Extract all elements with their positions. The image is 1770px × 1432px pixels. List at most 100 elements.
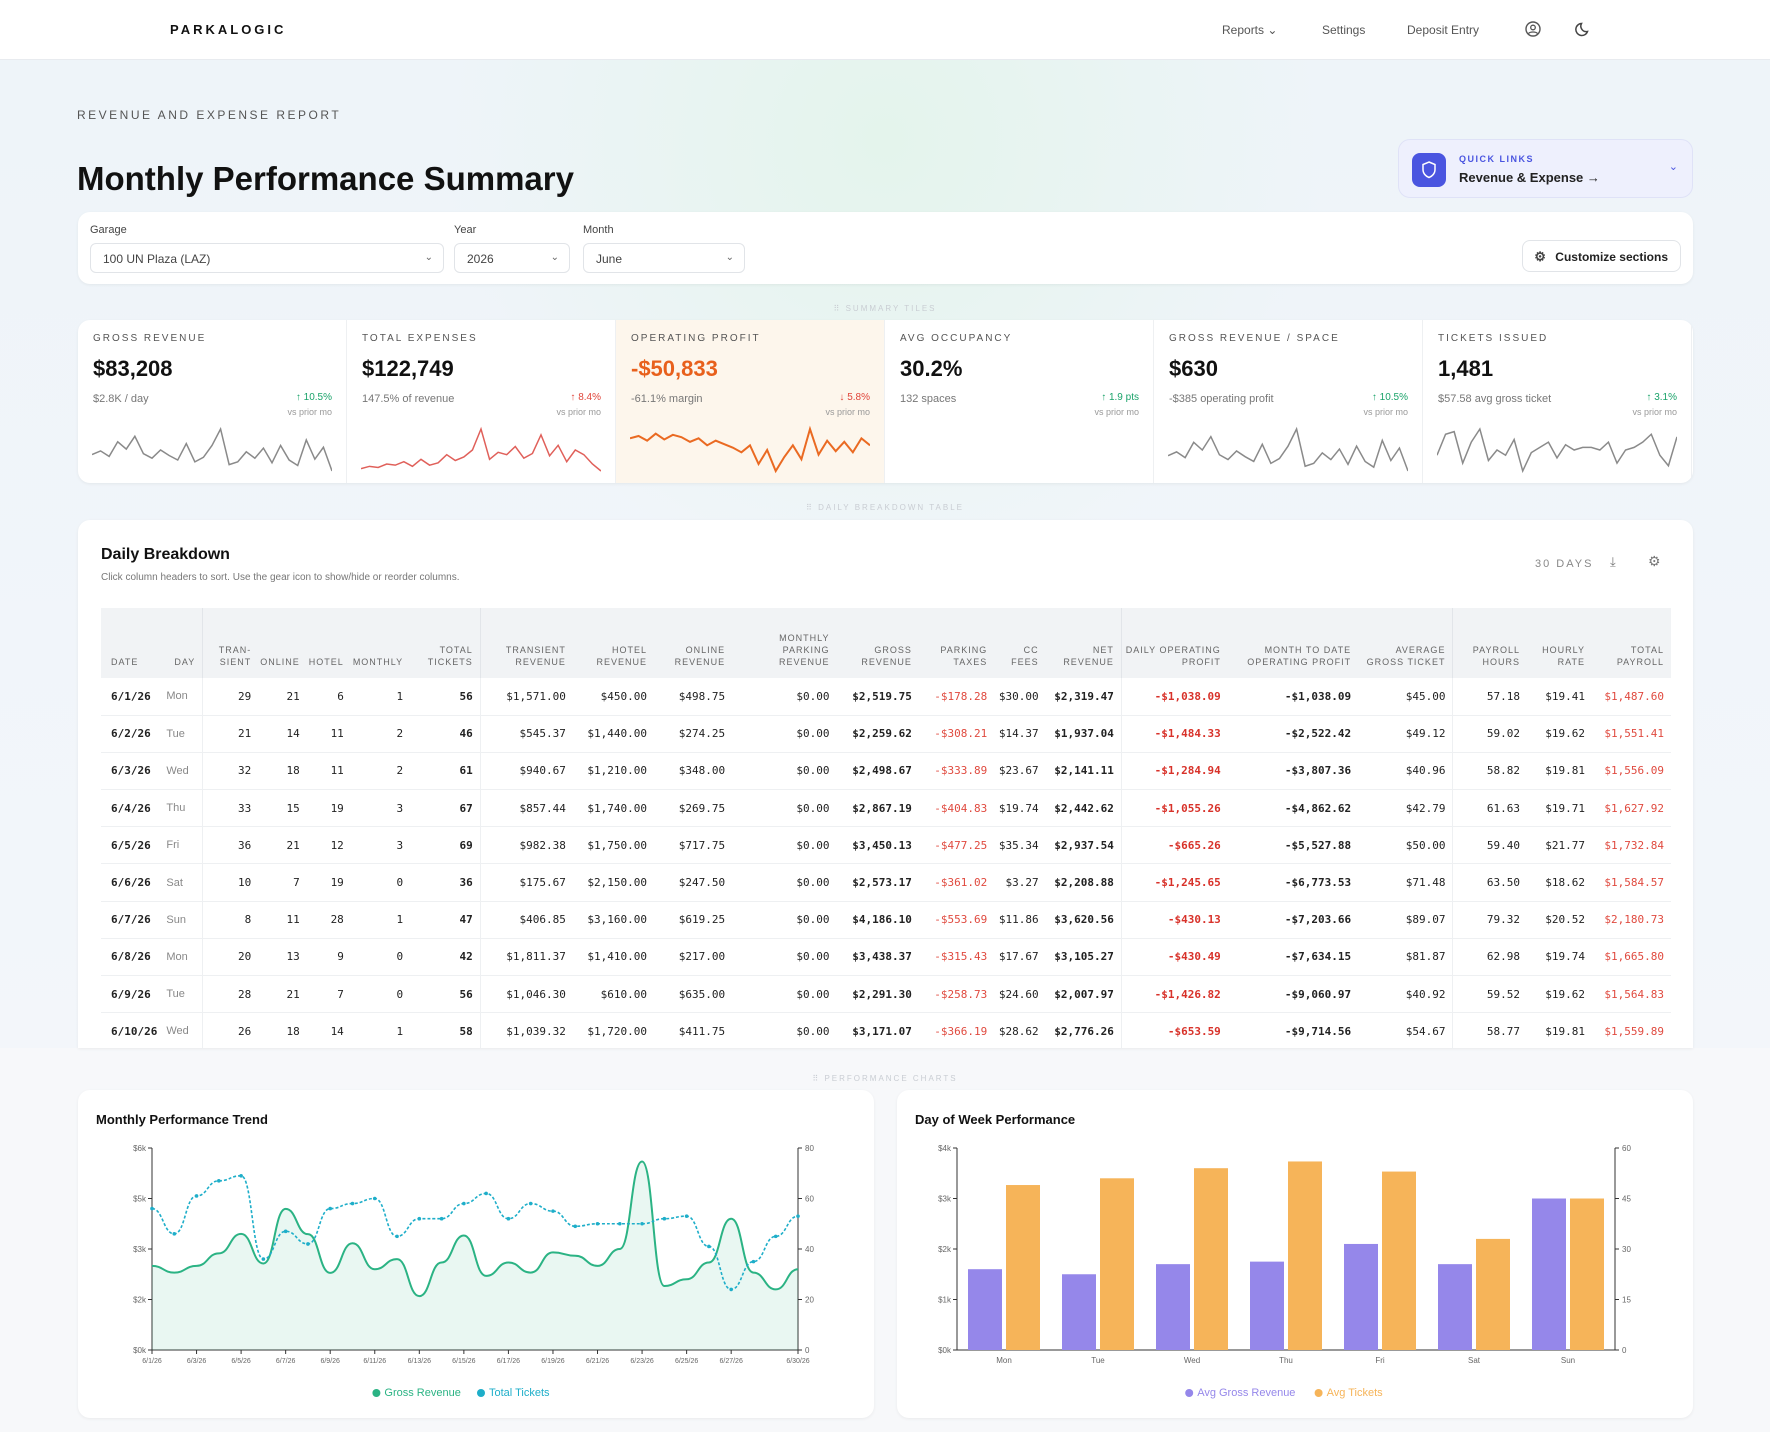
table-row[interactable]: 6/1/26 Mon 29 21 6 1 56 $1,571.00 $450.00 $498.75…: [101, 678, 1671, 716]
brand-logo[interactable]: PARKALOGIC: [170, 22, 287, 37]
x-tick-label: Fri: [1375, 1356, 1385, 1365]
table-cell: -$7,203.66: [1227, 901, 1359, 939]
table-cell: -$477.25: [918, 826, 995, 865]
y-tick-label-right: 0: [1622, 1346, 1627, 1355]
table-cell: Sun: [164, 901, 203, 939]
garage-select[interactable]: 100 UN Plaza (LAZ) ⌄: [90, 243, 444, 273]
tile-delta-period: vs prior mo: [1632, 407, 1677, 417]
table-cell: $1,720.00: [572, 1012, 655, 1048]
quick-links-dropdown[interactable]: QUICK LINKS Revenue & Expense → ⌄: [1398, 139, 1693, 198]
monthly-trend-chart-title: Monthly Performance Trend: [96, 1112, 268, 1127]
column-header[interactable]: HOURLY RATE: [1526, 608, 1592, 678]
table-cell: $3,620.56: [1045, 901, 1122, 939]
y-tick-label-right: 15: [1622, 1296, 1631, 1305]
section-handle-charts[interactable]: ⠿ PERFORMANCE CHARTS: [812, 1074, 958, 1083]
gross-revenue-line: [151, 1160, 799, 1298]
x-tick-label: 6/25/26: [675, 1358, 698, 1365]
total-tickets-point: [528, 1201, 533, 1206]
section-handle-daily-table[interactable]: ⠿ DAILY BREAKDOWN TABLE: [806, 503, 964, 512]
section-handle-summary-tiles[interactable]: ⠿ SUMMARY TILES: [833, 304, 937, 313]
column-header[interactable]: GROSS REVENUE: [836, 608, 919, 678]
legend-swatch: [1314, 1389, 1323, 1397]
nav-settings[interactable]: Settings: [1322, 23, 1366, 37]
year-select[interactable]: 2026 ⌄: [454, 243, 570, 273]
table-cell: -$1,284.94: [1120, 752, 1228, 791]
user-icon[interactable]: [1524, 20, 1542, 38]
total-tickets-point: [684, 1214, 689, 1218]
table-row[interactable]: 6/2/26 Tue 21 14 11 2 46 $545.37 $1,440.00 $274.2…: [101, 715, 1671, 753]
table-cell: $23.67: [994, 752, 1046, 791]
tile-label: GROSS REVENUE: [93, 333, 207, 344]
table-cell: 19: [306, 789, 351, 828]
download-icon[interactable]: ⤓: [1610, 554, 1616, 569]
column-header[interactable]: DAY: [164, 608, 203, 678]
table-row[interactable]: 6/4/26 Thu 33 15 19 3 67 $857.44 $1,740.00 $269.7…: [101, 789, 1671, 828]
table-cell: Thu: [164, 789, 203, 828]
avg-gross-revenue-bar: [1250, 1261, 1284, 1350]
y-tick-label-left: $3k: [938, 1195, 952, 1204]
column-header[interactable]: MONTHLY PARKING REVENUE: [732, 608, 837, 678]
tile-label: GROSS REVENUE / SPACE: [1169, 333, 1340, 344]
chevron-down-icon: ⌄: [725, 252, 734, 263]
column-header[interactable]: CC FEES: [994, 608, 1046, 678]
table-row[interactable]: 6/9/26 Tue 28 21 7 0 56 $1,046.30 $610.00 $635.00…: [101, 975, 1671, 1014]
customize-sections-button[interactable]: ⚙ Customize sections: [1522, 240, 1681, 272]
column-header[interactable]: TOTAL TICKETS: [410, 608, 481, 678]
moon-icon[interactable]: [1575, 20, 1593, 38]
column-header[interactable]: TRANSIENT REVENUE: [479, 608, 573, 678]
column-header[interactable]: HOTEL: [306, 608, 351, 678]
y-tick-label-left: $0k: [938, 1346, 952, 1355]
table-cell: -$1,245.65: [1120, 863, 1228, 902]
column-header[interactable]: TRAN-SIENT: [202, 608, 259, 678]
column-header[interactable]: ONLINE: [258, 608, 307, 678]
column-header[interactable]: DATE: [101, 608, 165, 678]
tile-value: $122,749: [362, 356, 454, 381]
column-header[interactable]: ONLINE REVENUE: [654, 608, 733, 678]
table-row[interactable]: 6/7/26 Sun 8 11 28 1 47 $406.85 $3,160.00 $619.25…: [101, 901, 1671, 939]
column-header[interactable]: TOTAL PAYROLL: [1591, 608, 1671, 678]
tile-label: OPERATING PROFIT: [631, 333, 761, 344]
total-tickets-line: [151, 1174, 799, 1291]
nav-reports[interactable]: Reports ⌄: [1222, 23, 1277, 37]
table-cell: $89.07: [1358, 901, 1453, 939]
tile-delta-period: vs prior mo: [287, 407, 332, 417]
table-cell: $0.00: [732, 789, 837, 828]
table-cell: $247.50: [654, 863, 733, 902]
table-cell: -$361.02: [918, 863, 995, 902]
chevron-down-icon[interactable]: ⌄: [1668, 161, 1678, 173]
tile-delta: ↑ 10.5%: [295, 392, 332, 403]
table-cell: 62.98: [1452, 938, 1527, 977]
table-cell: $0.00: [732, 938, 837, 977]
column-header[interactable]: DAILY OPERATING PROFIT: [1120, 608, 1228, 678]
table-row[interactable]: 6/8/26 Mon 20 13 9 0 42 $1,811.37 $1,410.00 $217.…: [101, 938, 1671, 977]
table-row[interactable]: 6/3/26 Wed 32 18 11 2 61 $940.67 $1,210.00 $348.0…: [101, 752, 1671, 791]
total-tickets-point: [328, 1206, 333, 1211]
table-cell: $1,559.89: [1591, 1012, 1671, 1048]
column-header[interactable]: AVERAGE GROSS TICKET: [1358, 608, 1453, 678]
gear-icon[interactable]: ⚙: [1648, 553, 1661, 569]
table-cell: 63.50: [1452, 863, 1527, 902]
table-cell: 2: [350, 752, 411, 791]
nav-reports-label: Reports: [1222, 23, 1265, 37]
total-tickets-point: [640, 1221, 644, 1226]
tile-subtext: -$385 operating profit: [1169, 393, 1274, 405]
table-row[interactable]: 6/5/26 Fri 36 21 12 3 69 $982.38 $1,750.00 $717.7…: [101, 826, 1671, 865]
column-header[interactable]: PARKING TAXES: [918, 608, 995, 678]
nav-deposit-entry[interactable]: Deposit Entry: [1407, 23, 1480, 37]
month-select[interactable]: June ⌄: [583, 243, 745, 273]
table-row[interactable]: 6/10/26 Wed 26 18 14 1 58 $1,039.32 $1,720.00 $41…: [101, 1012, 1671, 1048]
column-header[interactable]: NET REVENUE: [1045, 608, 1122, 678]
table-cell: $1,551.41: [1591, 715, 1671, 753]
column-header[interactable]: MONTH TO DATE OPERATING PROFIT: [1227, 608, 1359, 678]
column-header[interactable]: PAYROLL HOURS: [1452, 608, 1527, 678]
table-row[interactable]: 6/6/26 Sat 10 7 19 0 36 $175.67 $2,150.00 $247.50…: [101, 863, 1671, 902]
tile-label: TOTAL EXPENSES: [362, 333, 478, 344]
column-header[interactable]: HOTEL REVENUE: [572, 608, 655, 678]
table-cell: $857.44: [479, 789, 573, 828]
column-header[interactable]: MONTHLY: [350, 608, 411, 678]
total-tickets-point: [796, 1214, 800, 1218]
quick-link-revenue-expense[interactable]: Revenue & Expense →: [1459, 170, 1600, 185]
y-tick-label-right: 20: [805, 1296, 814, 1305]
month-label: Month: [583, 224, 614, 236]
total-tickets-point: [194, 1194, 199, 1198]
